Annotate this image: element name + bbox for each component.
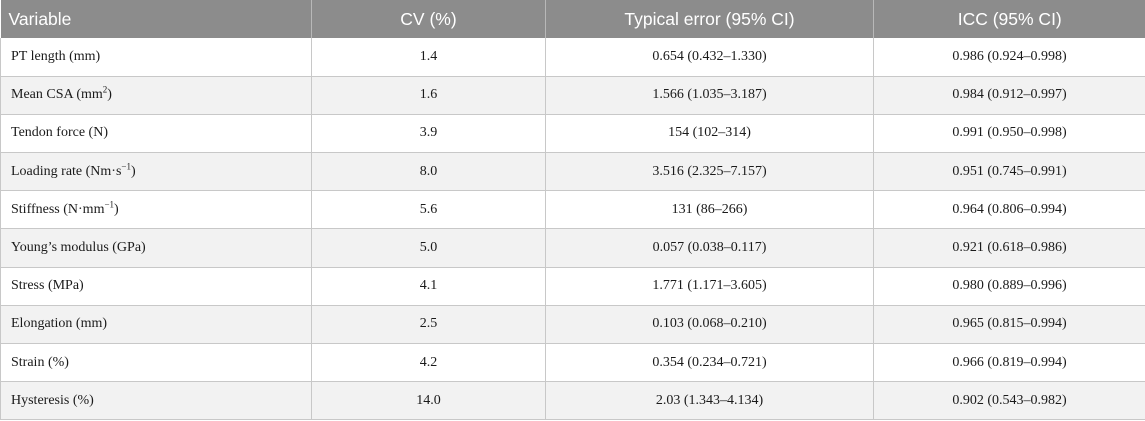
cell-typical-error: 154 (102–314) [545, 114, 874, 154]
table-row: Loading rate (Nm·s−1) 8.0 3.516 (2.325–7… [0, 152, 1145, 192]
cell-icc: 0.991 (0.950–0.998) [873, 114, 1145, 154]
cell-icc: 0.966 (0.819–0.994) [873, 343, 1145, 383]
cell-variable: Stress (MPa) [0, 267, 312, 306]
cell-icc: 0.951 (0.745–0.991) [873, 152, 1145, 192]
cell-icc: 0.902 (0.543–0.982) [873, 381, 1145, 421]
cell-cv: 5.6 [311, 190, 546, 230]
cell-cv: 4.1 [311, 267, 546, 306]
cell-typical-error: 3.516 (2.325–7.157) [545, 152, 874, 192]
cell-icc: 0.980 (0.889–0.996) [873, 267, 1145, 306]
header-row: Variable CV (%) Typical error (95% CI) I… [0, 0, 1145, 38]
cell-variable: Mean CSA (mm2) [0, 76, 312, 115]
cell-cv: 3.9 [311, 114, 546, 154]
cell-cv: 4.2 [311, 343, 546, 383]
header-variable: Variable [0, 0, 312, 38]
cell-cv: 1.6 [311, 76, 546, 115]
table-row: Elongation (mm) 2.5 0.103 (0.068–0.210) … [0, 305, 1145, 345]
header-icc: ICC (95% CI) [873, 0, 1145, 38]
cell-typical-error: 0.654 (0.432–1.330) [545, 38, 874, 77]
table-row: PT length (mm) 1.4 0.654 (0.432–1.330) 0… [0, 38, 1145, 77]
table-row: Tendon force (N) 3.9 154 (102–314) 0.991… [0, 114, 1145, 154]
cell-typical-error: 0.354 (0.234–0.721) [545, 343, 874, 383]
cell-variable: Loading rate (Nm·s−1) [0, 152, 312, 192]
cell-icc: 0.984 (0.912–0.997) [873, 76, 1145, 115]
table-row: Stress (MPa) 4.1 1.771 (1.171–3.605) 0.9… [0, 267, 1145, 306]
cell-typical-error: 1.771 (1.171–3.605) [545, 267, 874, 306]
cell-cv: 8.0 [311, 152, 546, 192]
cell-cv: 14.0 [311, 381, 546, 421]
cell-variable: Elongation (mm) [0, 305, 312, 345]
cell-variable: Hysteresis (%) [0, 381, 312, 421]
cell-icc: 0.964 (0.806–0.994) [873, 190, 1145, 230]
table-row: Stiffness (N·mm−1) 5.6 131 (86–266) 0.96… [0, 190, 1145, 230]
cell-typical-error: 0.057 (0.038–0.117) [545, 228, 874, 268]
cell-cv: 2.5 [311, 305, 546, 345]
header-typical-error: Typical error (95% CI) [545, 0, 874, 38]
cell-variable: Strain (%) [0, 343, 312, 383]
cell-typical-error: 1.566 (1.035–3.187) [545, 76, 874, 115]
cell-variable: PT length (mm) [0, 38, 312, 77]
cell-icc: 0.921 (0.618–0.986) [873, 228, 1145, 268]
table-row: Hysteresis (%) 14.0 2.03 (1.343–4.134) 0… [0, 381, 1145, 421]
cell-typical-error: 2.03 (1.343–4.134) [545, 381, 874, 421]
cell-icc: 0.965 (0.815–0.994) [873, 305, 1145, 345]
table-header: Variable CV (%) Typical error (95% CI) I… [0, 0, 1145, 38]
table-row: Mean CSA (mm2) 1.6 1.566 (1.035–3.187) 0… [0, 76, 1145, 115]
table-row: Young’s modulus (GPa) 5.0 0.057 (0.038–0… [0, 228, 1145, 268]
cell-cv: 1.4 [311, 38, 546, 77]
cell-icc: 0.986 (0.924–0.998) [873, 38, 1145, 77]
cell-variable: Young’s modulus (GPa) [0, 228, 312, 268]
cell-variable: Stiffness (N·mm−1) [0, 190, 312, 230]
cell-variable: Tendon force (N) [0, 114, 312, 154]
table-row: Strain (%) 4.2 0.354 (0.234–0.721) 0.966… [0, 343, 1145, 383]
cell-cv: 5.0 [311, 228, 546, 268]
cell-typical-error: 131 (86–266) [545, 190, 874, 230]
cell-typical-error: 0.103 (0.068–0.210) [545, 305, 874, 345]
table-body: PT length (mm) 1.4 0.654 (0.432–1.330) 0… [0, 38, 1145, 421]
header-cv: CV (%) [311, 0, 546, 38]
